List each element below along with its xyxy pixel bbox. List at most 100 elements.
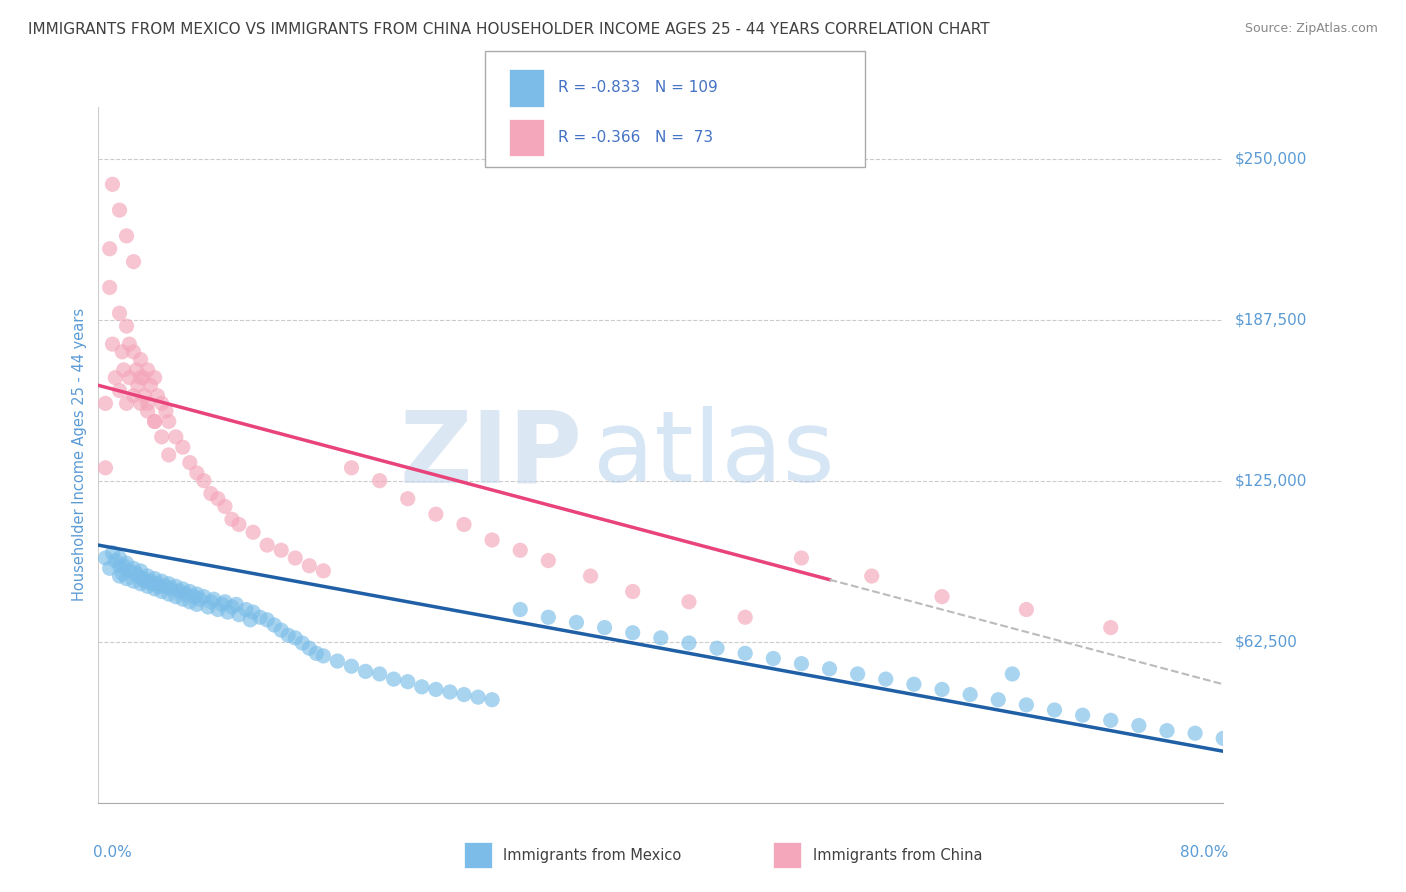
Point [122, 254, 145, 268]
Point [1015, 602, 1038, 616]
Text: R = -0.833   N = 109: R = -0.833 N = 109 [558, 80, 718, 95]
Point [706, 641, 728, 656]
Point [157, 576, 180, 591]
Point [125, 566, 148, 581]
Point [143, 414, 166, 428]
Point [157, 587, 180, 601]
Point [221, 512, 243, 526]
Point [340, 460, 363, 475]
Point [214, 595, 236, 609]
Point [98, 561, 121, 575]
Point [98, 280, 121, 294]
Point [125, 363, 148, 377]
Point [340, 659, 363, 673]
Point [132, 572, 155, 586]
Point [291, 636, 314, 650]
Point [425, 507, 447, 521]
Point [141, 576, 163, 591]
Text: 80.0%: 80.0% [1181, 845, 1229, 860]
Point [1156, 723, 1178, 738]
Point [183, 590, 205, 604]
Point [108, 203, 131, 218]
Point [650, 631, 672, 645]
Point [98, 242, 121, 256]
Point [157, 414, 180, 428]
Point [235, 602, 257, 616]
Point [326, 654, 349, 668]
Point [94, 551, 117, 566]
Point [846, 667, 869, 681]
Point [396, 491, 419, 506]
Point [129, 370, 152, 384]
Point [186, 598, 208, 612]
Point [165, 590, 187, 604]
Point [172, 592, 194, 607]
Point [122, 574, 145, 589]
Point [101, 337, 124, 351]
Point [228, 607, 250, 622]
Point [115, 228, 138, 243]
Point [481, 692, 503, 706]
Y-axis label: Householder Income Ages 25 - 44 years: Householder Income Ages 25 - 44 years [72, 309, 87, 601]
Point [860, 569, 883, 583]
Point [818, 662, 841, 676]
Point [139, 574, 162, 589]
Text: atlas: atlas [593, 407, 835, 503]
Point [284, 631, 307, 645]
Point [139, 378, 162, 392]
Point [382, 672, 405, 686]
Text: R = -0.366   N =  73: R = -0.366 N = 73 [558, 129, 713, 145]
Point [111, 344, 134, 359]
Point [101, 178, 124, 192]
Point [621, 625, 644, 640]
Text: Immigrants from China: Immigrants from China [813, 848, 983, 863]
Text: $250,000: $250,000 [1234, 151, 1306, 166]
Point [875, 672, 897, 686]
Point [127, 569, 149, 583]
Point [108, 306, 131, 320]
Text: $187,500: $187,500 [1234, 312, 1306, 327]
Point [132, 370, 155, 384]
Point [146, 389, 169, 403]
Point [136, 569, 159, 583]
Point [1001, 667, 1024, 681]
Text: 0.0%: 0.0% [93, 845, 132, 860]
Point [959, 688, 981, 702]
Point [207, 602, 229, 616]
Point [762, 651, 785, 665]
Point [104, 553, 127, 567]
Point [453, 517, 475, 532]
Point [467, 690, 489, 705]
Point [118, 337, 141, 351]
Point [1071, 708, 1094, 723]
Point [136, 579, 159, 593]
Point [411, 680, 433, 694]
Point [186, 587, 208, 601]
Text: ZIP: ZIP [399, 407, 582, 503]
Point [179, 595, 201, 609]
Point [174, 587, 197, 601]
Point [1043, 703, 1066, 717]
Point [396, 674, 419, 689]
Point [129, 564, 152, 578]
Text: $125,000: $125,000 [1234, 473, 1306, 488]
Point [172, 582, 194, 596]
Point [118, 370, 141, 384]
Point [136, 404, 159, 418]
Point [987, 692, 1010, 706]
Point [211, 598, 233, 612]
Point [537, 610, 560, 624]
Point [108, 569, 131, 583]
Point [368, 667, 391, 681]
Point [242, 605, 264, 619]
Point [221, 599, 243, 614]
Point [354, 665, 377, 679]
Point [136, 396, 159, 410]
Point [179, 456, 201, 470]
Point [122, 344, 145, 359]
Point [931, 590, 953, 604]
Point [1099, 714, 1122, 728]
Point [186, 466, 208, 480]
Point [143, 370, 166, 384]
Point [134, 389, 156, 403]
